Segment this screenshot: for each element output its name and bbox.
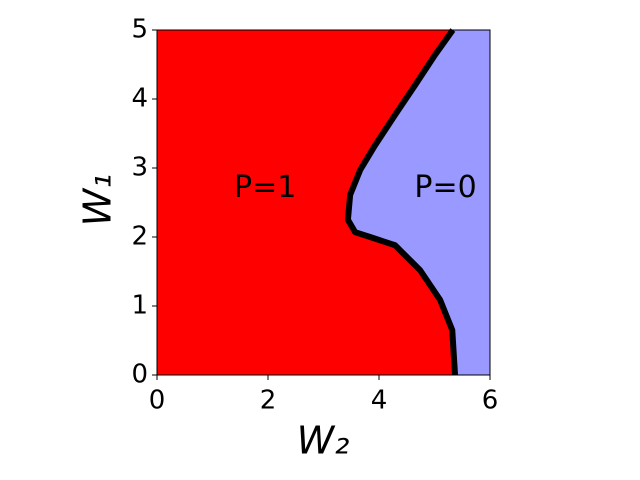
- y-tick-label: 3: [131, 153, 148, 183]
- y-tick-label: 1: [131, 291, 148, 321]
- y-tick-label: 0: [131, 360, 148, 390]
- boundary-line: [344, 28, 459, 376]
- x-tick-label: 0: [149, 386, 166, 416]
- annotation: P=1: [234, 170, 296, 205]
- x-axis-label: W₂: [297, 419, 350, 463]
- x-tick-label: 4: [371, 386, 388, 416]
- y-tick-label: 5: [131, 15, 148, 45]
- region-left: [157, 30, 456, 375]
- x-tick-label: 6: [482, 386, 499, 416]
- y-tick-label: 2: [131, 222, 148, 252]
- x-tick-label: 2: [260, 386, 277, 416]
- annotation: P=0: [414, 170, 476, 205]
- y-tick-label: 4: [131, 84, 148, 114]
- plot-frame: [156, 29, 491, 376]
- y-axis-label: W₁: [76, 174, 120, 227]
